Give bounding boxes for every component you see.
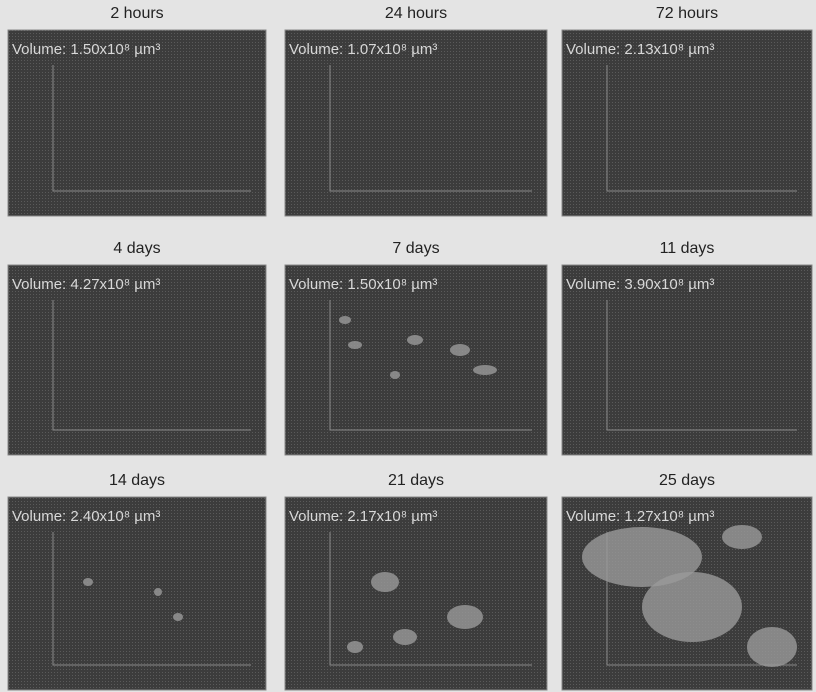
cell-blob (447, 605, 483, 629)
panel-title: 4 days (113, 240, 160, 257)
micrograph (561, 264, 813, 456)
cell-blob (450, 344, 470, 356)
micrograph (7, 264, 267, 456)
panel-title: 14 days (109, 472, 165, 489)
volume-label: Volume: 1.27x10⁸ µm³ (566, 508, 714, 525)
cell-blob (173, 613, 183, 621)
panel-title: 21 days (388, 472, 444, 489)
micrograph (284, 496, 548, 691)
panel-title: 2 hours (110, 5, 163, 22)
cell-blob (747, 627, 797, 667)
axis-frame (329, 300, 532, 431)
cell-blob (339, 316, 351, 324)
micrograph (561, 29, 813, 217)
axis-frame (52, 300, 251, 431)
axis-frame (329, 65, 532, 192)
axis-frame (52, 532, 251, 666)
cell-blob (390, 371, 400, 379)
axis-frame (329, 532, 532, 666)
axis-frame (606, 65, 797, 192)
volume-label: Volume: 1.50x10⁸ µm³ (12, 41, 160, 58)
cell-blob (582, 527, 702, 587)
volume-label: Volume: 4.27x10⁸ µm³ (12, 276, 160, 293)
micrograph (284, 264, 548, 456)
volume-label: Volume: 1.07x10⁸ µm³ (289, 41, 437, 58)
panel-title: 25 days (659, 472, 715, 489)
panel-title: 24 hours (385, 5, 447, 22)
cell-blob (83, 578, 93, 586)
volume-label: Volume: 1.50x10⁸ µm³ (289, 276, 437, 293)
cell-blob (407, 335, 423, 345)
volume-label: Volume: 3.90x10⁸ µm³ (566, 276, 714, 293)
micrograph (7, 29, 267, 217)
cell-blob (473, 365, 497, 375)
volume-label: Volume: 2.17x10⁸ µm³ (289, 508, 437, 525)
cell-blob (154, 588, 162, 596)
panel-title: 7 days (392, 240, 439, 257)
panel-title: 11 days (660, 240, 715, 257)
cell-blob (371, 572, 399, 592)
volume-label: Volume: 2.40x10⁸ µm³ (12, 508, 160, 525)
cell-blob (348, 341, 362, 349)
panel-title: 72 hours (656, 5, 718, 22)
cell-blob (347, 641, 363, 653)
cell-blob (722, 525, 762, 549)
axis-frame (52, 65, 251, 192)
axis-frame (606, 300, 797, 431)
volume-label: Volume: 2.13x10⁸ µm³ (566, 41, 714, 58)
cell-blob (642, 572, 742, 642)
cell-blob (393, 629, 417, 645)
micrograph (7, 496, 267, 691)
micrograph (284, 29, 548, 217)
